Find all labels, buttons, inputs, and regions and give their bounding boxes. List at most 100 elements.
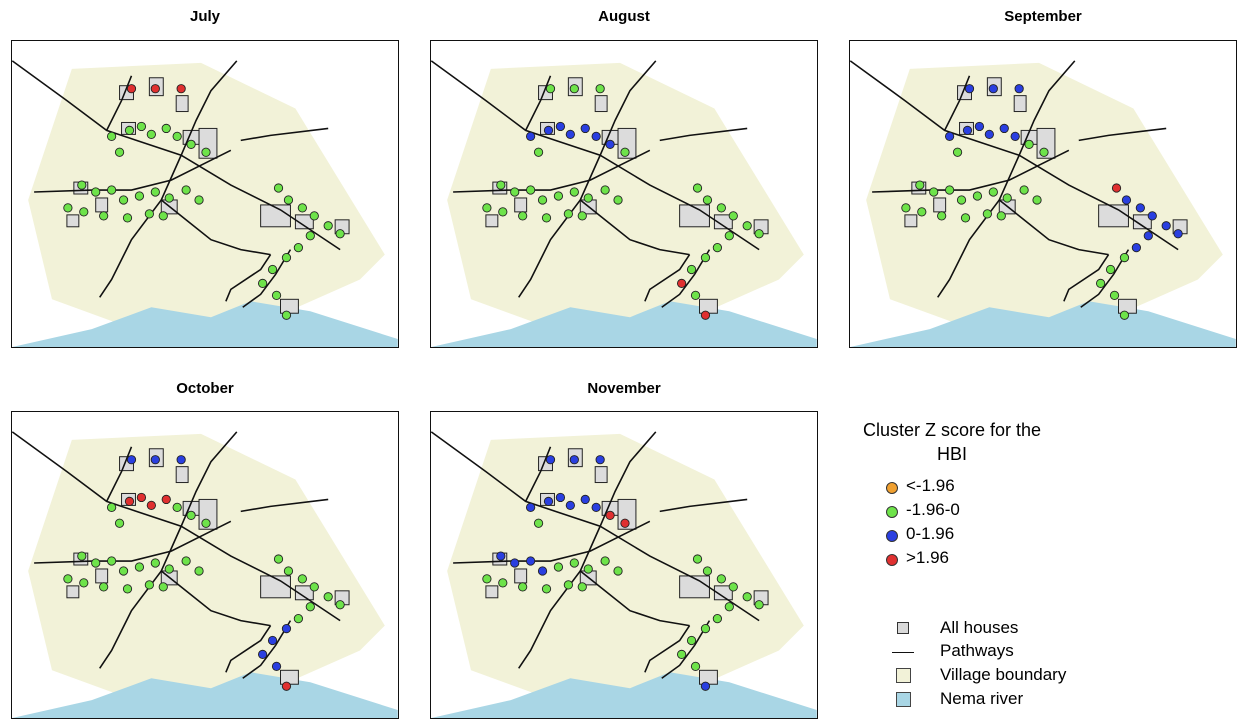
house-point	[533, 518, 544, 528]
house	[699, 669, 718, 685]
house-point	[543, 125, 554, 136]
map-svg	[431, 431, 817, 718]
house-point	[309, 582, 319, 592]
pathway	[937, 154, 1020, 298]
house	[95, 197, 109, 213]
nema-river	[850, 301, 1236, 347]
house	[904, 214, 918, 228]
house-point	[690, 661, 701, 671]
house-point	[724, 231, 734, 241]
legend-label-river: Nema river	[940, 689, 1024, 708]
pathway	[160, 199, 271, 256]
house-point	[595, 455, 605, 465]
house-point	[99, 211, 109, 221]
house-point	[700, 623, 711, 634]
house-point	[79, 207, 89, 217]
pathway	[12, 431, 341, 622]
pathway	[431, 60, 760, 251]
house-point	[690, 290, 701, 300]
map-svg	[12, 60, 398, 347]
house-point	[692, 183, 703, 193]
house-point	[982, 209, 992, 219]
house-point	[1019, 185, 1029, 195]
house	[699, 298, 718, 314]
house-point	[146, 129, 156, 140]
house-point	[161, 123, 171, 134]
house-point	[591, 502, 601, 512]
house-point	[700, 252, 711, 263]
house-point	[944, 131, 955, 141]
house-point	[126, 455, 137, 465]
pathway	[599, 431, 657, 527]
house-point	[150, 187, 160, 197]
house	[594, 466, 608, 484]
house-legend-icon	[897, 622, 909, 634]
pathway	[872, 149, 1070, 193]
house-point	[525, 185, 536, 195]
house-point	[1010, 131, 1020, 141]
house-point	[944, 185, 955, 195]
house-point	[972, 191, 983, 201]
house	[95, 568, 109, 584]
house-point	[164, 193, 174, 203]
house-point	[964, 84, 975, 94]
legend-label-lt-neg196: <-1.96	[906, 476, 955, 495]
house-point	[716, 574, 726, 584]
pathway	[242, 249, 292, 308]
house-point	[273, 183, 284, 193]
house-point	[960, 213, 971, 223]
house-point	[114, 518, 125, 528]
house	[713, 585, 733, 601]
house-point	[563, 209, 573, 219]
pathway	[180, 431, 238, 527]
house-point	[742, 221, 752, 231]
house-point	[186, 139, 196, 149]
pathway	[943, 75, 971, 131]
house-point	[1143, 231, 1153, 241]
house-point	[158, 211, 168, 221]
map-svg	[12, 431, 398, 718]
house-point	[974, 121, 985, 132]
house-point	[901, 203, 911, 213]
house-point	[164, 564, 174, 574]
pathway	[1063, 254, 1110, 302]
house-point	[281, 252, 292, 263]
map-november	[430, 411, 818, 719]
house-point	[305, 602, 315, 612]
house-point	[577, 582, 587, 592]
house-point	[580, 123, 590, 134]
house-point	[134, 562, 145, 572]
house-point	[99, 582, 109, 592]
house-point	[498, 207, 508, 217]
pathway	[659, 127, 748, 142]
house-point	[323, 221, 333, 231]
house-point	[283, 566, 294, 576]
village-boundary	[447, 433, 804, 711]
legend-title: Cluster Z score for the HBI	[862, 420, 1042, 464]
house-point	[106, 556, 117, 566]
house-point	[271, 290, 282, 300]
pathway	[1018, 60, 1076, 156]
pathway	[99, 154, 182, 298]
house-point	[583, 564, 593, 574]
house-point	[545, 84, 556, 94]
house-point	[77, 180, 87, 190]
house-point	[106, 131, 117, 141]
house-point	[613, 566, 623, 576]
panel-title-november: November	[587, 380, 661, 397]
house-point	[712, 243, 723, 253]
legend-label-houses: All houses	[940, 618, 1019, 637]
house-point	[510, 187, 520, 197]
house-point	[172, 131, 182, 141]
pathway	[242, 620, 292, 679]
house-point	[267, 635, 278, 646]
house	[1013, 95, 1027, 113]
house-point	[1024, 139, 1034, 149]
panel-title-august: August	[598, 8, 650, 25]
house	[1132, 214, 1152, 230]
house-point	[150, 84, 160, 94]
house-point	[677, 278, 687, 289]
pathway	[659, 498, 748, 513]
pathway	[453, 149, 651, 193]
house-point	[181, 556, 191, 566]
